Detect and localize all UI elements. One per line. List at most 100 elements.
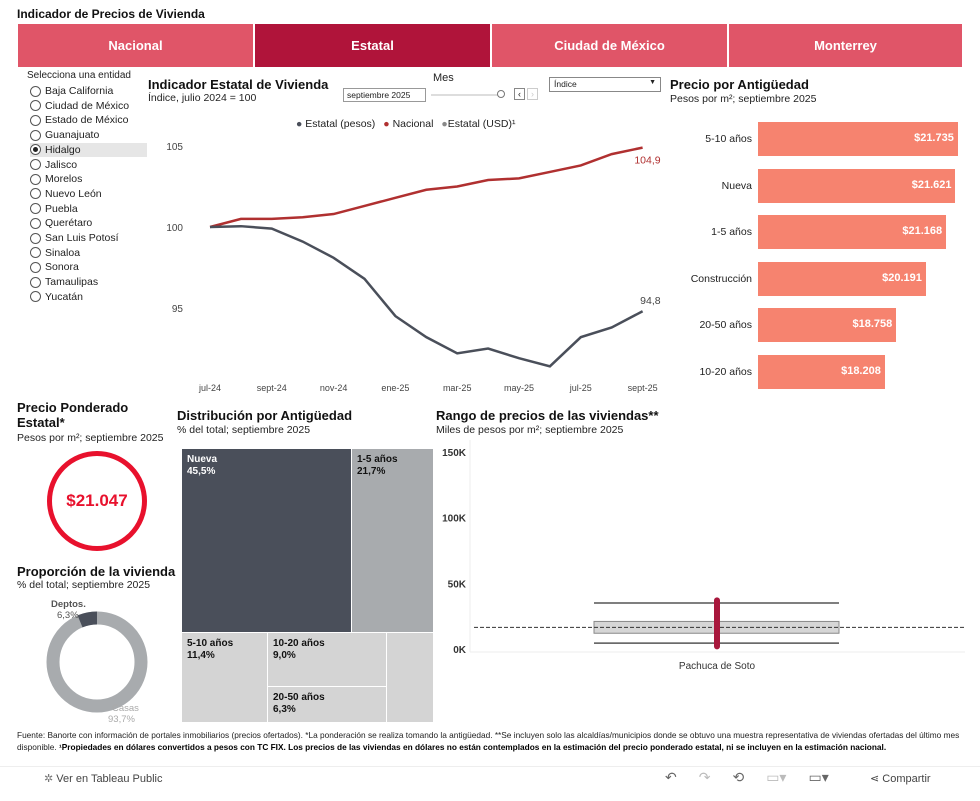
entity-radio[interactable]: Baja California	[30, 84, 147, 98]
bar-category-label: Construcción	[690, 272, 752, 285]
entity-label: Guanajuato	[45, 129, 100, 142]
measure-value: Índice	[554, 79, 577, 89]
radio-icon	[30, 129, 41, 141]
entity-label: Sonora	[45, 261, 79, 274]
bar[interactable]: $18.208	[758, 355, 885, 389]
share-icon: ⋖	[870, 773, 883, 785]
entity-selector-label: Selecciona una entidad	[27, 70, 131, 81]
y-tick-label: 100K	[442, 514, 467, 525]
chevron-right-icon[interactable]: ›	[527, 88, 538, 100]
legend-item[interactable]: ●Estatal (USD)¹	[441, 118, 516, 130]
share-button[interactable]: ⋖ Compartir	[870, 773, 931, 785]
entity-radio[interactable]: Estado de México	[30, 113, 147, 127]
donut-chart	[46, 611, 148, 713]
radio-icon	[30, 173, 41, 185]
legend-item[interactable]: ● Nacional	[383, 118, 434, 130]
entity-label: Tamaulipas	[45, 276, 99, 289]
treemap-cell-5-10[interactable]: 5-10 años 11,4%	[181, 632, 268, 723]
entity-radio[interactable]: San Luis Potosí	[30, 231, 147, 245]
end-value-label: 94,8	[640, 295, 661, 307]
entity-radio[interactable]: Hidalgo	[30, 142, 147, 157]
bar[interactable]: $20.191	[758, 261, 926, 296]
entity-label: Hidalgo	[45, 143, 81, 156]
entity-radio[interactable]: Nuevo León	[30, 187, 147, 201]
radio-icon	[30, 232, 41, 244]
entity-label: Querétaro	[45, 217, 93, 230]
redo-icon[interactable]: ↷	[698, 769, 711, 785]
series-line-estatal-pesos-	[209, 224, 644, 368]
treemap-cell-10-20[interactable]: 10-20 años 9,0%	[267, 632, 387, 687]
entity-radio[interactable]: Guanajuato	[30, 128, 147, 142]
mes-slider[interactable]	[431, 94, 501, 96]
series-line-nacional	[209, 146, 643, 229]
entity-radio[interactable]: Querétaro	[30, 216, 147, 230]
bar-value-label: $21.735	[914, 132, 954, 144]
x-tick-label: sept-25	[628, 383, 658, 393]
line-chart-title: Indicador Estatal de Vivienda	[148, 77, 329, 92]
tab-estatal[interactable]: Estatal	[255, 24, 490, 67]
entity-label: Yucatán	[45, 290, 83, 303]
refresh-icon[interactable]: ▭▾	[766, 769, 787, 785]
y-tick-label: 105	[166, 142, 183, 153]
y-tick-label: 95	[172, 304, 184, 315]
x-tick-label: sept-24	[257, 383, 287, 393]
donut-title: Proporción de la vivienda	[17, 564, 176, 579]
treemap-cell-1-5[interactable]: 1-5 años 21,7%	[351, 448, 434, 633]
y-tick-label: 50K	[448, 579, 467, 590]
footer-note: Fuente: Banorte con información de porta…	[17, 730, 960, 752]
entity-radio[interactable]: Jalisco	[30, 158, 147, 172]
tab-monterrey[interactable]: Monterrey	[729, 24, 962, 67]
slider-handle[interactable]	[497, 90, 505, 98]
undo-icon[interactable]: ↶	[665, 769, 677, 785]
y-tick-label: 100	[166, 223, 183, 234]
treemap-cell-nueva[interactable]: Nueva 45,5%	[181, 448, 352, 633]
bar[interactable]: $21.621	[758, 168, 956, 203]
entity-label: Sinaloa	[45, 246, 81, 259]
entity-radio[interactable]: Yucatán	[30, 290, 147, 304]
legend-item[interactable]: ● Estatal (pesos)	[296, 118, 376, 130]
toolbar-actions: ↶ ↷ ⟲ ▭▾ ▭▾	[665, 769, 829, 786]
bar[interactable]: $21.168	[758, 215, 947, 250]
bar-category-label: 20-50 años	[699, 319, 752, 332]
radio-icon	[30, 159, 41, 170]
entity-radio[interactable]: Sonora	[30, 260, 147, 274]
line-chart: 105 100 95 jul-24 sept-24 nov-24 ene-25 mar-25 m…	[166, 142, 661, 393]
range-subtitle: Miles de pesos por m²; septiembre 2025	[436, 424, 624, 436]
entity-radio[interactable]: Morelos	[30, 172, 147, 186]
mes-input[interactable]: septiembre 2025	[343, 88, 426, 102]
bar[interactable]: $21.735	[758, 122, 958, 156]
radio-icon	[30, 144, 41, 156]
entity-radio[interactable]: Tamaulipas	[30, 275, 147, 289]
chevron-left-icon[interactable]: ‹	[514, 88, 525, 100]
bar-category-label: 1-5 años	[711, 226, 752, 239]
entity-radio[interactable]: Sinaloa	[30, 246, 147, 260]
revert-icon[interactable]: ⟲	[732, 769, 745, 785]
weighted-price-title: Precio Ponderado Estatal*	[17, 400, 129, 430]
page-title: Indicador de Precios de Vivienda	[17, 7, 205, 21]
tab-cdmx[interactable]: Ciudad de México	[492, 24, 727, 67]
mes-label: Mes	[433, 72, 454, 84]
tableau-icon: ✲	[44, 773, 57, 785]
weighted-price-subtitle: Pesos por m²; septiembre 2025	[17, 432, 164, 444]
y-tick-label: 150K	[442, 448, 467, 459]
donut-slice-deptos	[77, 611, 98, 628]
entity-radio[interactable]: Ciudad de México	[30, 99, 147, 113]
radio-icon	[30, 247, 41, 259]
bar-value-label: $21.621	[911, 178, 952, 191]
download-icon[interactable]: ▭▾	[808, 769, 829, 785]
bar[interactable]: $18.758	[758, 308, 897, 343]
weighted-price-value: $21.047	[47, 451, 147, 551]
treemap-cell-construccion[interactable]	[386, 632, 434, 723]
entity-radio[interactable]: Puebla	[30, 202, 147, 216]
x-tick-label: ene-25	[381, 383, 409, 393]
donut-label-deptos: Deptos.	[51, 599, 86, 610]
view-tableau-button[interactable]: ✲ Ver en Tableau Public	[44, 773, 163, 785]
entity-label: Baja California	[45, 85, 114, 97]
entity-label: Jalisco	[45, 158, 78, 171]
entity-label: Nuevo León	[45, 187, 102, 200]
treemap-cell-20-50[interactable]: 20-50 años 6,3%	[267, 686, 387, 723]
range-chart: 150K 100K 50K 0K Pachuca de Soto	[442, 440, 965, 672]
tab-nacional[interactable]: Nacional	[18, 24, 253, 67]
bar-category-label: 5-10 años	[705, 133, 752, 145]
measure-select[interactable]: Índice ▼	[549, 77, 661, 92]
